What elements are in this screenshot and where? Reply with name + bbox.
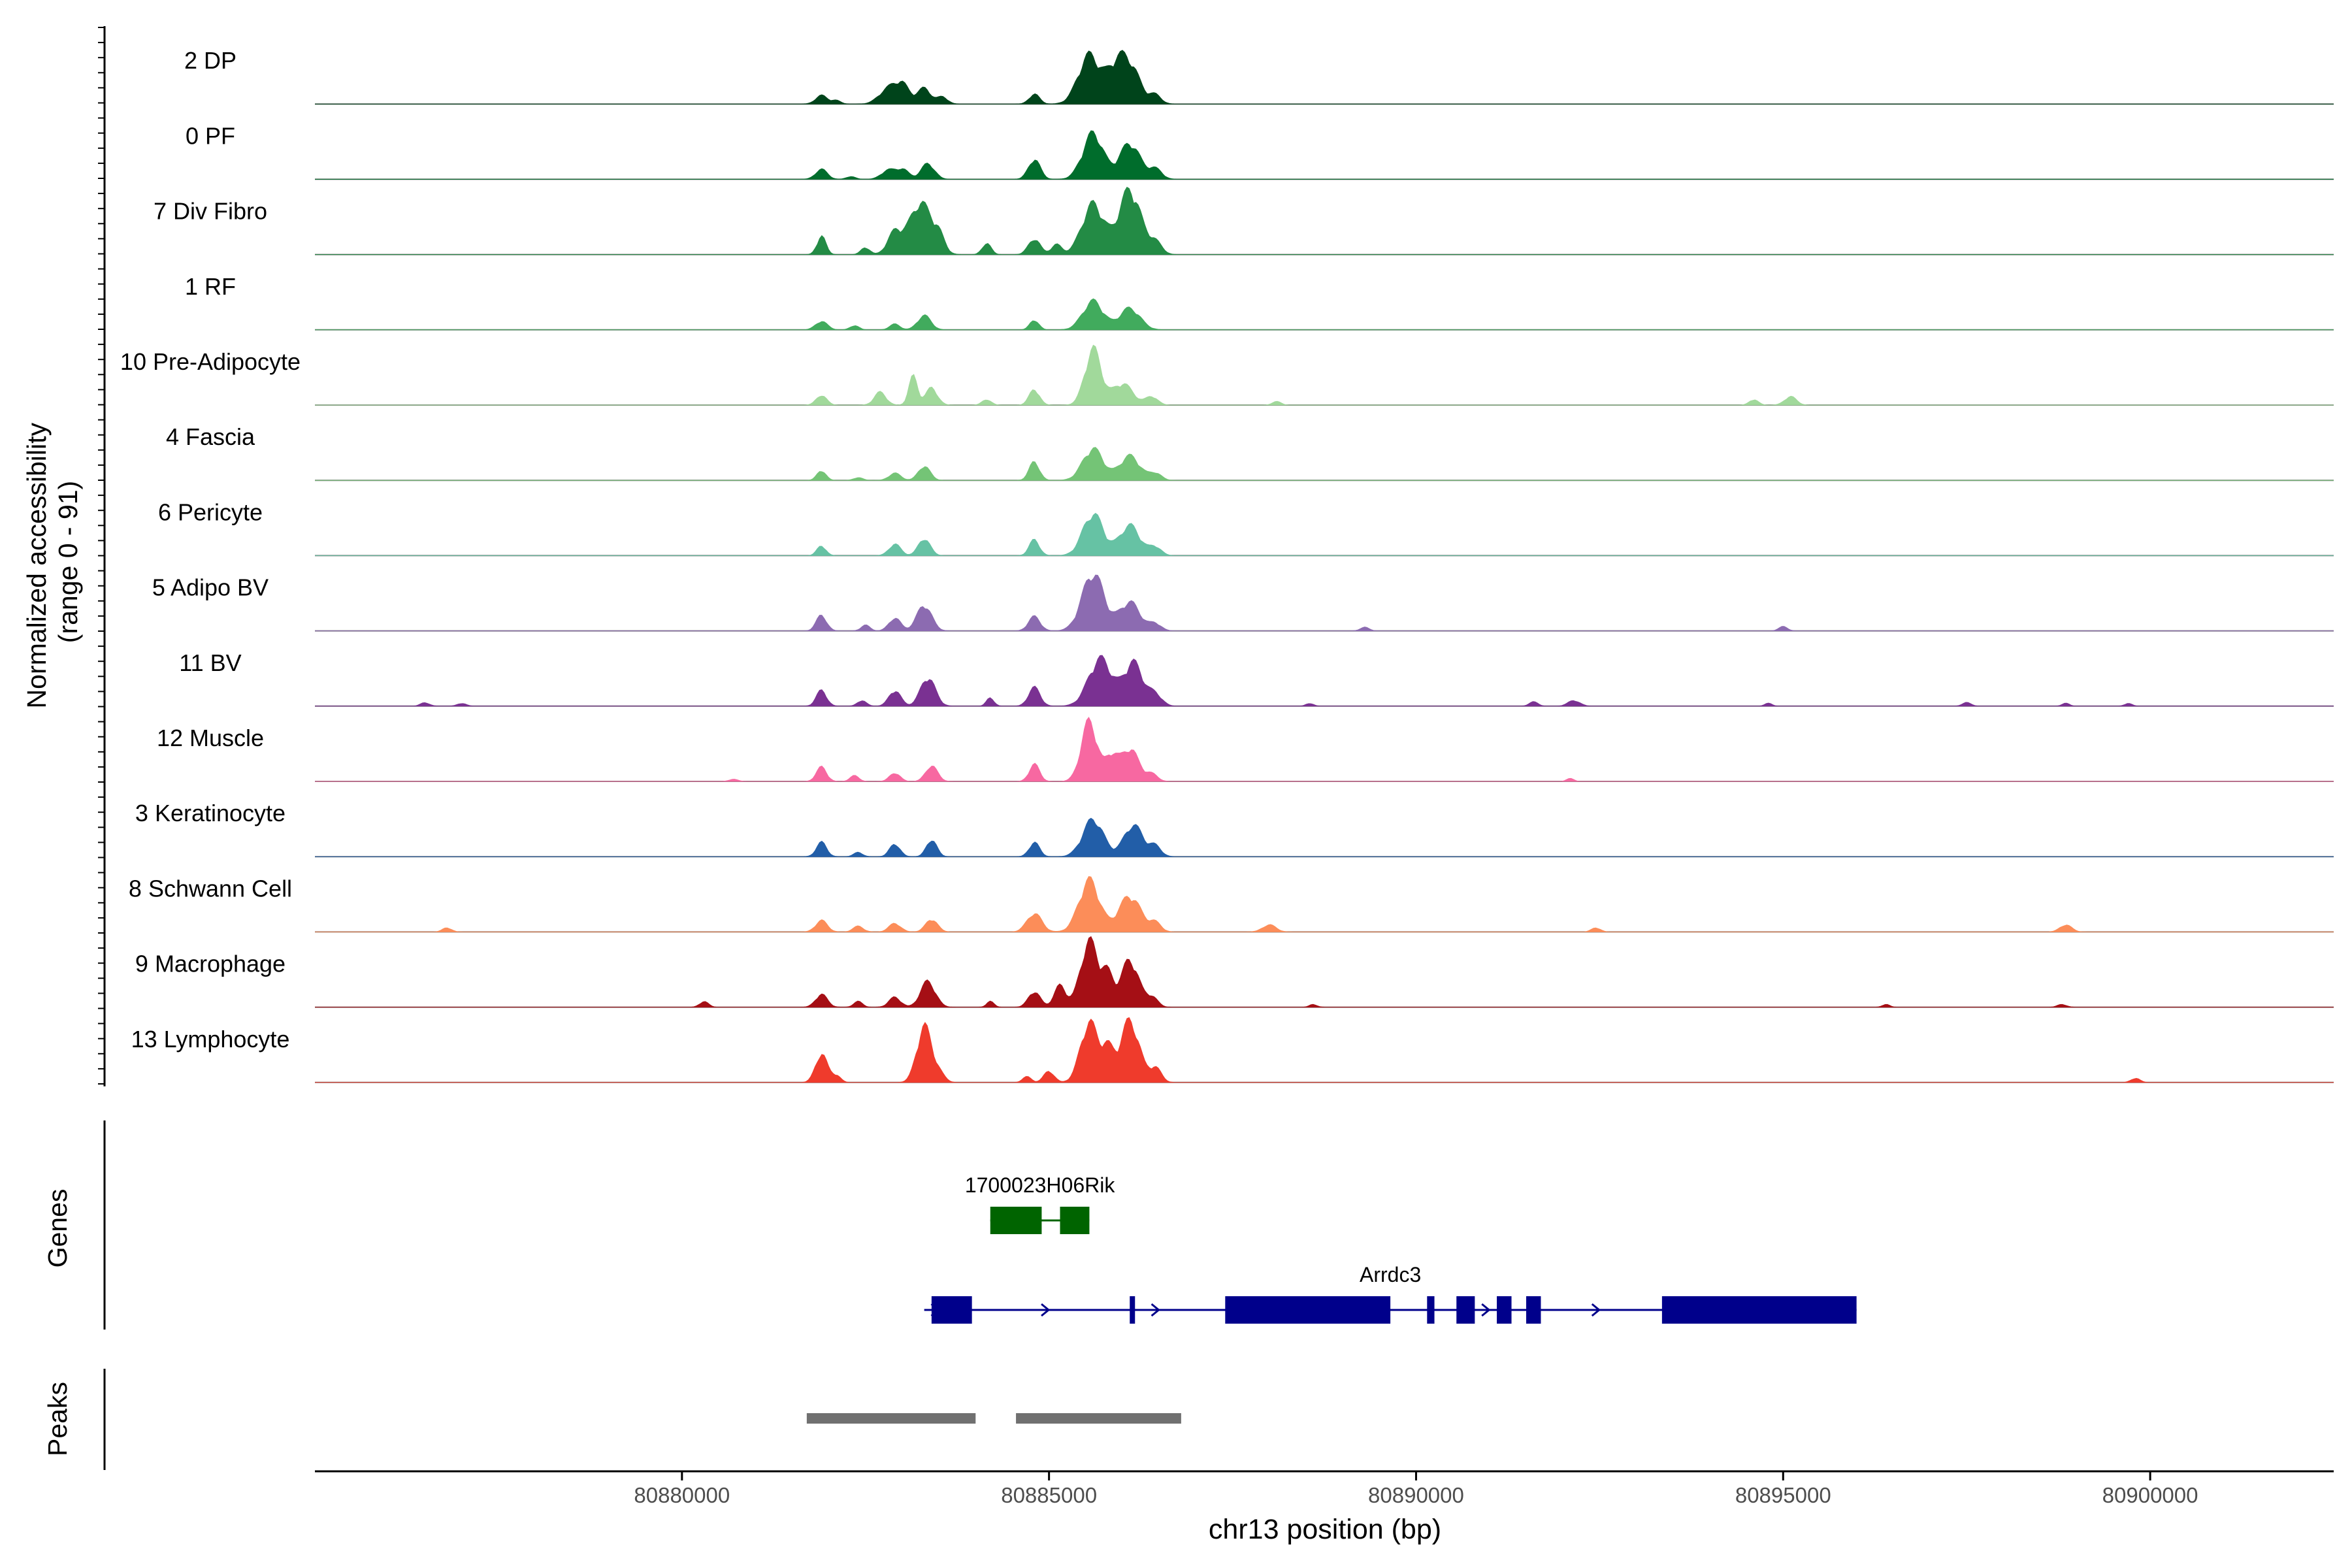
- gene-exon: [1456, 1296, 1475, 1324]
- track-label: 13 Lymphocyte: [131, 1026, 290, 1053]
- gene-exon: [990, 1207, 1042, 1234]
- coverage-area: [315, 717, 2334, 782]
- coverage-area: [315, 50, 2334, 105]
- x-tick-label: 80880000: [634, 1483, 730, 1507]
- coverage-area: [315, 1017, 2334, 1083]
- gene-name: 1700023H06Rik: [965, 1173, 1116, 1197]
- track-label: 2 DP: [184, 47, 237, 74]
- gene-exon: [1497, 1296, 1512, 1324]
- x-tick-label: 80885000: [1001, 1483, 1097, 1507]
- coverage-area: [315, 298, 2334, 331]
- coverage-track: 5 Adipo BV: [152, 574, 2334, 632]
- track-label: 3 Keratinocyte: [135, 800, 286, 826]
- coverage-tracks: 2 DP 0 PF 7 Div Fibro 1 RF 10 Pre-Adipocyte 4…: [120, 47, 2334, 1083]
- coverage-area: [315, 186, 2334, 255]
- x-axis-label: chr13 position (bp): [1209, 1514, 1441, 1545]
- x-tick-label: 80900000: [2102, 1483, 2198, 1507]
- track-label: 6 Pericyte: [158, 498, 263, 525]
- gene-model: Arrdc3: [924, 1263, 1857, 1324]
- x-tick-label: 80890000: [1368, 1483, 1464, 1507]
- coverage-area: [315, 447, 2334, 481]
- peaks-panel: [103, 1369, 1181, 1470]
- track-label: 12 Muscle: [157, 725, 264, 751]
- gene-exon: [1427, 1296, 1435, 1324]
- peak-region: [1016, 1413, 1181, 1424]
- gene-exon: [1130, 1296, 1135, 1324]
- peak-region: [806, 1413, 976, 1424]
- coverage-area: [315, 574, 2334, 632]
- strand-arrow: [1041, 1303, 1051, 1317]
- coverage-area: [315, 936, 2334, 1008]
- coverage-track: 11 BV: [179, 649, 2334, 707]
- coverage-area: [315, 655, 2334, 707]
- track-label: 1 RF: [185, 273, 236, 300]
- genes-panel: 1700023H06Rik Arrdc3: [103, 1120, 1857, 1330]
- gene-model: 1700023H06Rik: [965, 1173, 1116, 1234]
- strand-arrow: [1481, 1303, 1491, 1317]
- track-label: 5 Adipo BV: [152, 574, 269, 601]
- coverage-area: [315, 344, 2334, 406]
- gene-exon: [1661, 1296, 1857, 1324]
- x-tick-label: 80895000: [1735, 1483, 1831, 1507]
- coverage-area: [315, 512, 2334, 556]
- y-axis-label-line2: (range 0 - 91): [53, 481, 83, 643]
- track-label: 7 Div Fibro: [154, 198, 267, 225]
- peaks-label: Peaks: [42, 1382, 73, 1456]
- track-label: 10 Pre-Adipocyte: [120, 348, 301, 375]
- coverage-track: 3 Keratinocyte: [135, 800, 2334, 858]
- track-label: 9 Macrophage: [135, 951, 286, 977]
- gene-exon: [1225, 1296, 1391, 1324]
- x-axis: 80880000 80885000 80890000 80895000 80900000: [315, 1470, 2334, 1507]
- coverage-area: [315, 817, 2334, 857]
- track-label: 4 Fascia: [166, 423, 255, 450]
- strand-arrow: [1151, 1303, 1160, 1317]
- genes-label: Genes: [42, 1189, 73, 1268]
- coverage-track: 4 Fascia: [166, 423, 2334, 482]
- coverage-track: 0 PF: [186, 122, 2334, 180]
- gene-exon: [1060, 1207, 1090, 1234]
- coverage-y-axis: [98, 26, 106, 1086]
- strand-arrow: [1591, 1303, 1601, 1317]
- coverage-track: 12 Muscle: [157, 717, 2334, 782]
- gene-exon: [1526, 1296, 1541, 1324]
- y-axis-label-line1: Normalized accessibility: [22, 422, 52, 708]
- coverage-track: 10 Pre-Adipocyte: [120, 344, 2334, 406]
- coverage-track: 6 Pericyte: [158, 498, 2334, 557]
- gene-exon: [931, 1296, 972, 1324]
- coverage-track: 13 Lymphocyte: [131, 1017, 2334, 1083]
- track-label: 8 Schwann Cell: [129, 875, 292, 902]
- track-label: 0 PF: [186, 122, 235, 149]
- y-axis-label: Normalized accessibility (range 0 - 91): [22, 416, 83, 709]
- coverage-track: 9 Macrophage: [135, 936, 2334, 1008]
- coverage-area: [315, 130, 2334, 180]
- coverage-track: 2 DP: [184, 47, 2334, 105]
- coverage-track: 8 Schwann Cell: [129, 875, 2334, 933]
- coverage-track: 1 RF: [185, 273, 2334, 331]
- coverage-area: [315, 876, 2334, 932]
- track-label: 11 BV: [179, 649, 241, 676]
- gene-name: Arrdc3: [1360, 1263, 1421, 1286]
- coverage-track: 7 Div Fibro: [154, 186, 2334, 255]
